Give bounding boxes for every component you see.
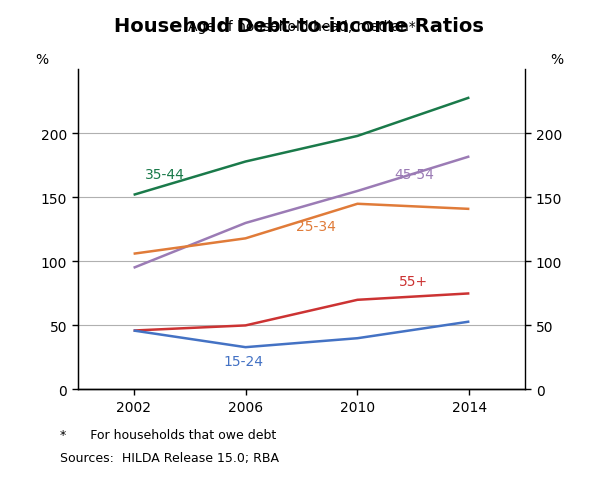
Text: *      For households that owe debt: * For households that owe debt [60, 428, 276, 441]
Text: %: % [550, 53, 563, 67]
Text: Household Debt-to-income Ratios: Household Debt-to-income Ratios [113, 17, 484, 36]
Text: 45-54: 45-54 [394, 168, 433, 182]
Text: 35-44: 35-44 [145, 168, 184, 182]
Text: Sources:  HILDA Release 15.0; RBA: Sources: HILDA Release 15.0; RBA [60, 451, 279, 464]
Text: 15-24: 15-24 [223, 354, 263, 368]
Text: 25-34: 25-34 [296, 219, 336, 233]
Text: %: % [35, 53, 48, 67]
Title: Age of household head, median*: Age of household head, median* [187, 20, 416, 34]
Text: 55+: 55+ [399, 274, 429, 288]
